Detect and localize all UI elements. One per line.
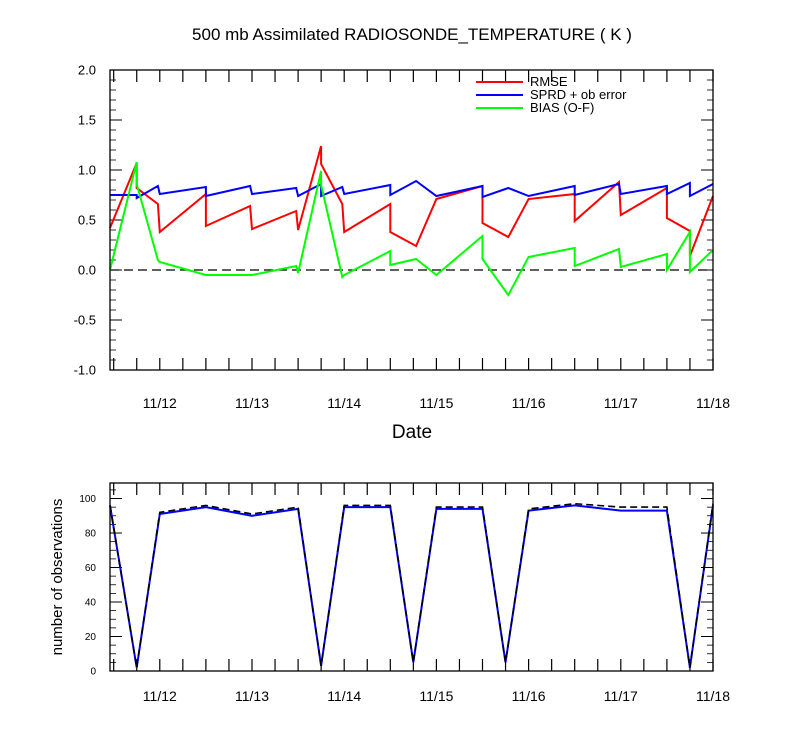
x-tick-label: 11/14 [327,688,361,704]
legend-label: SPRD + ob error [530,87,627,102]
x-tick-label: 11/18 [696,395,730,411]
bottom-frame [109,482,714,672]
x-tick-label: 11/15 [419,395,453,411]
x-tick-label: 11/12 [143,688,177,704]
y-tick-label: -0.5 [74,313,96,328]
x-tick-label: 11/17 [604,395,638,411]
top-frame [109,69,714,371]
series-line-possible [109,502,714,668]
top-y-tick-labels: -1.0 -0.5 0.0 0.5 1.0 1.5 2.0 [74,63,96,378]
x-tick-label: 11/14 [327,395,361,411]
series-line-rmse [109,145,714,257]
legend-label: RMSE [530,74,568,89]
series-line-bias-o-f [109,161,714,297]
x-tick-label: 11/15 [419,688,453,704]
series-line-used [109,504,714,668]
y-tick-label: -1.0 [74,363,96,378]
y-tick-label: 1.5 [78,113,96,128]
y-tick-label: 100 [79,494,96,505]
top-ticks [110,69,714,371]
y-tick-label: 1.0 [78,163,96,178]
top-x-tick-labels: 11/12 11/13 11/14 11/15 11/16 11/17 11/18 [143,395,730,411]
x-tick-label: 11/18 [696,688,730,704]
legend-label: BIAS (O-F) [530,100,594,115]
bottom-x-tick-labels: 11/12 11/13 11/14 11/15 11/16 11/17 11/18 [143,688,730,704]
bottom-series [109,502,714,668]
y-tick-label: 40 [85,598,97,609]
series-line-sprd-ob-error [110,179,714,200]
bottom-y-tick-labels: 0 20 40 60 80 100 [79,494,96,677]
x-tick-label: 11/16 [512,395,546,411]
y-tick-label: 0.0 [78,263,96,278]
x-tick-label: 11/13 [235,688,269,704]
bottom-ticks [110,483,714,672]
y-tick-label: 0.5 [78,213,96,228]
top-series [109,145,714,297]
y-axis-title: number of observations [49,499,66,656]
y-tick-label: 60 [85,563,97,574]
top-panel: 500 mb Assimilated RADIOSONDE_TEMPERATUR… [74,25,731,443]
y-tick-label: 80 [85,529,97,540]
x-tick-label: 11/12 [143,395,177,411]
x-tick-label: 11/13 [235,395,269,411]
y-tick-label: 2.0 [78,63,96,78]
y-tick-label: 0 [90,667,96,678]
x-tick-label: 11/17 [604,688,638,704]
chart-title: 500 mb Assimilated RADIOSONDE_TEMPERATUR… [192,25,632,44]
y-tick-label: 20 [85,632,97,643]
x-tick-label: 11/16 [512,688,546,704]
x-axis-title: Date [392,422,432,443]
